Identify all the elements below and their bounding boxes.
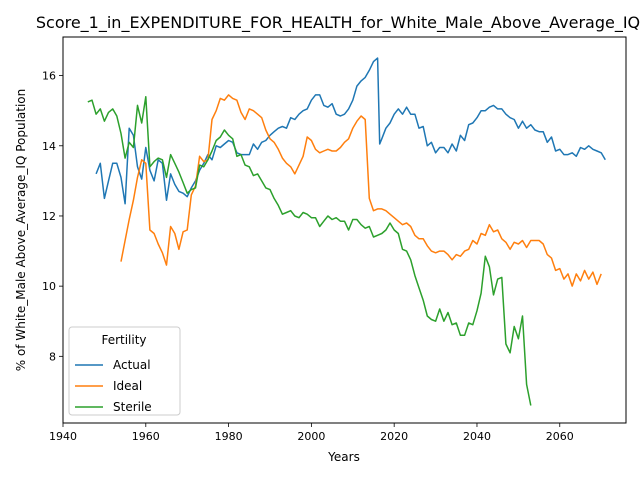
series-line-ideal xyxy=(120,94,602,287)
series-lines xyxy=(87,57,606,406)
legend: Fertility Actual Ideal Sterile xyxy=(68,326,181,416)
y-tick-label: 16 xyxy=(42,70,56,83)
y-axis-label: % of White_Male Above_Average_IQ Populat… xyxy=(14,89,28,372)
x-tick-label: 2000 xyxy=(297,430,325,443)
y-tick-label: 14 xyxy=(42,140,56,153)
legend-box xyxy=(68,326,181,416)
axes: 1940 1960 1980 2000 2020 2040 2060 8 10 12 14 16 xyxy=(42,70,574,443)
x-tick-label: 2060 xyxy=(546,430,574,443)
y-tick-label: 10 xyxy=(42,280,56,293)
y-tick-label: 12 xyxy=(42,210,56,223)
x-axis-label: Years xyxy=(327,450,360,464)
x-tick-label: 1940 xyxy=(49,430,77,443)
legend-label-sterile: Sterile xyxy=(113,400,152,414)
chart-title: Score_1_in_EXPENDITURE_FOR_HEALTH_for_Wh… xyxy=(36,13,640,33)
series-line-actual xyxy=(95,57,606,205)
x-tick-label: 1960 xyxy=(132,430,160,443)
x-tick-label: 2020 xyxy=(380,430,408,443)
series-line-sterile xyxy=(87,95,532,406)
legend-label-actual: Actual xyxy=(113,358,151,372)
plot-frame xyxy=(62,36,627,424)
x-tick-label: 1980 xyxy=(215,430,243,443)
x-tick-label: 2040 xyxy=(463,430,491,443)
legend-title: Fertility xyxy=(101,333,146,347)
legend-label-ideal: Ideal xyxy=(113,379,142,393)
legend-entries: Actual Ideal Sterile xyxy=(75,358,152,414)
y-tick-label: 8 xyxy=(49,350,56,363)
